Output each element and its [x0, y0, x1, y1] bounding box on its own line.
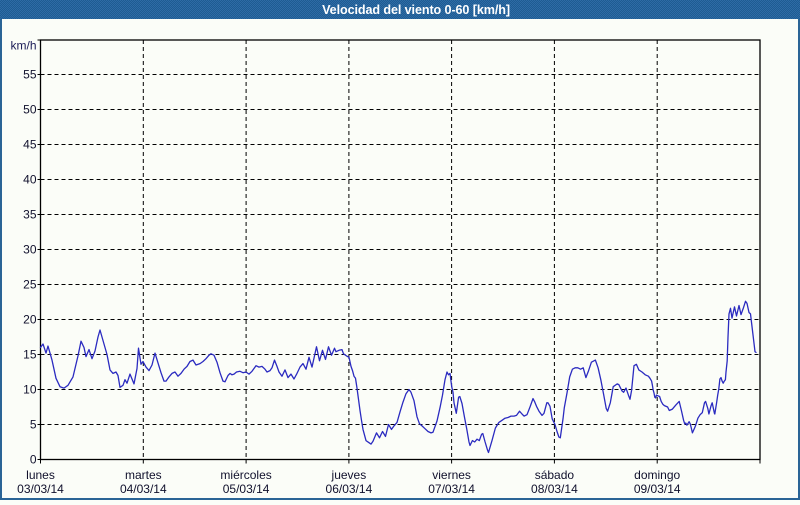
svg-text:km/h: km/h	[10, 39, 36, 53]
svg-text:35: 35	[23, 208, 37, 222]
svg-text:Velocidad del viento 0-60 [km/: Velocidad del viento 0-60 [km/h]	[322, 3, 510, 17]
svg-text:08/03/14: 08/03/14	[531, 482, 578, 496]
svg-text:20: 20	[23, 313, 37, 327]
svg-text:5: 5	[30, 418, 37, 432]
svg-text:martes: martes	[125, 468, 162, 482]
svg-text:30: 30	[23, 243, 37, 257]
svg-text:0: 0	[30, 453, 37, 467]
svg-text:15: 15	[23, 348, 37, 362]
svg-text:45: 45	[23, 138, 37, 152]
svg-text:04/03/14: 04/03/14	[120, 482, 167, 496]
svg-text:viernes: viernes	[432, 468, 471, 482]
svg-text:miércoles: miércoles	[220, 468, 271, 482]
svg-text:10: 10	[23, 383, 37, 397]
svg-text:09/03/14: 09/03/14	[634, 482, 681, 496]
svg-text:domingo: domingo	[634, 468, 680, 482]
svg-text:sábado: sábado	[535, 468, 575, 482]
svg-text:jueves: jueves	[331, 468, 367, 482]
svg-text:05/03/14: 05/03/14	[223, 482, 270, 496]
svg-text:07/03/14: 07/03/14	[428, 482, 475, 496]
svg-text:06/03/14: 06/03/14	[326, 482, 373, 496]
svg-text:40: 40	[23, 173, 37, 187]
svg-text:25: 25	[23, 278, 37, 292]
svg-text:03/03/14: 03/03/14	[17, 482, 64, 496]
svg-text:50: 50	[23, 103, 37, 117]
svg-text:lunes: lunes	[26, 468, 55, 482]
svg-text:55: 55	[23, 68, 37, 82]
